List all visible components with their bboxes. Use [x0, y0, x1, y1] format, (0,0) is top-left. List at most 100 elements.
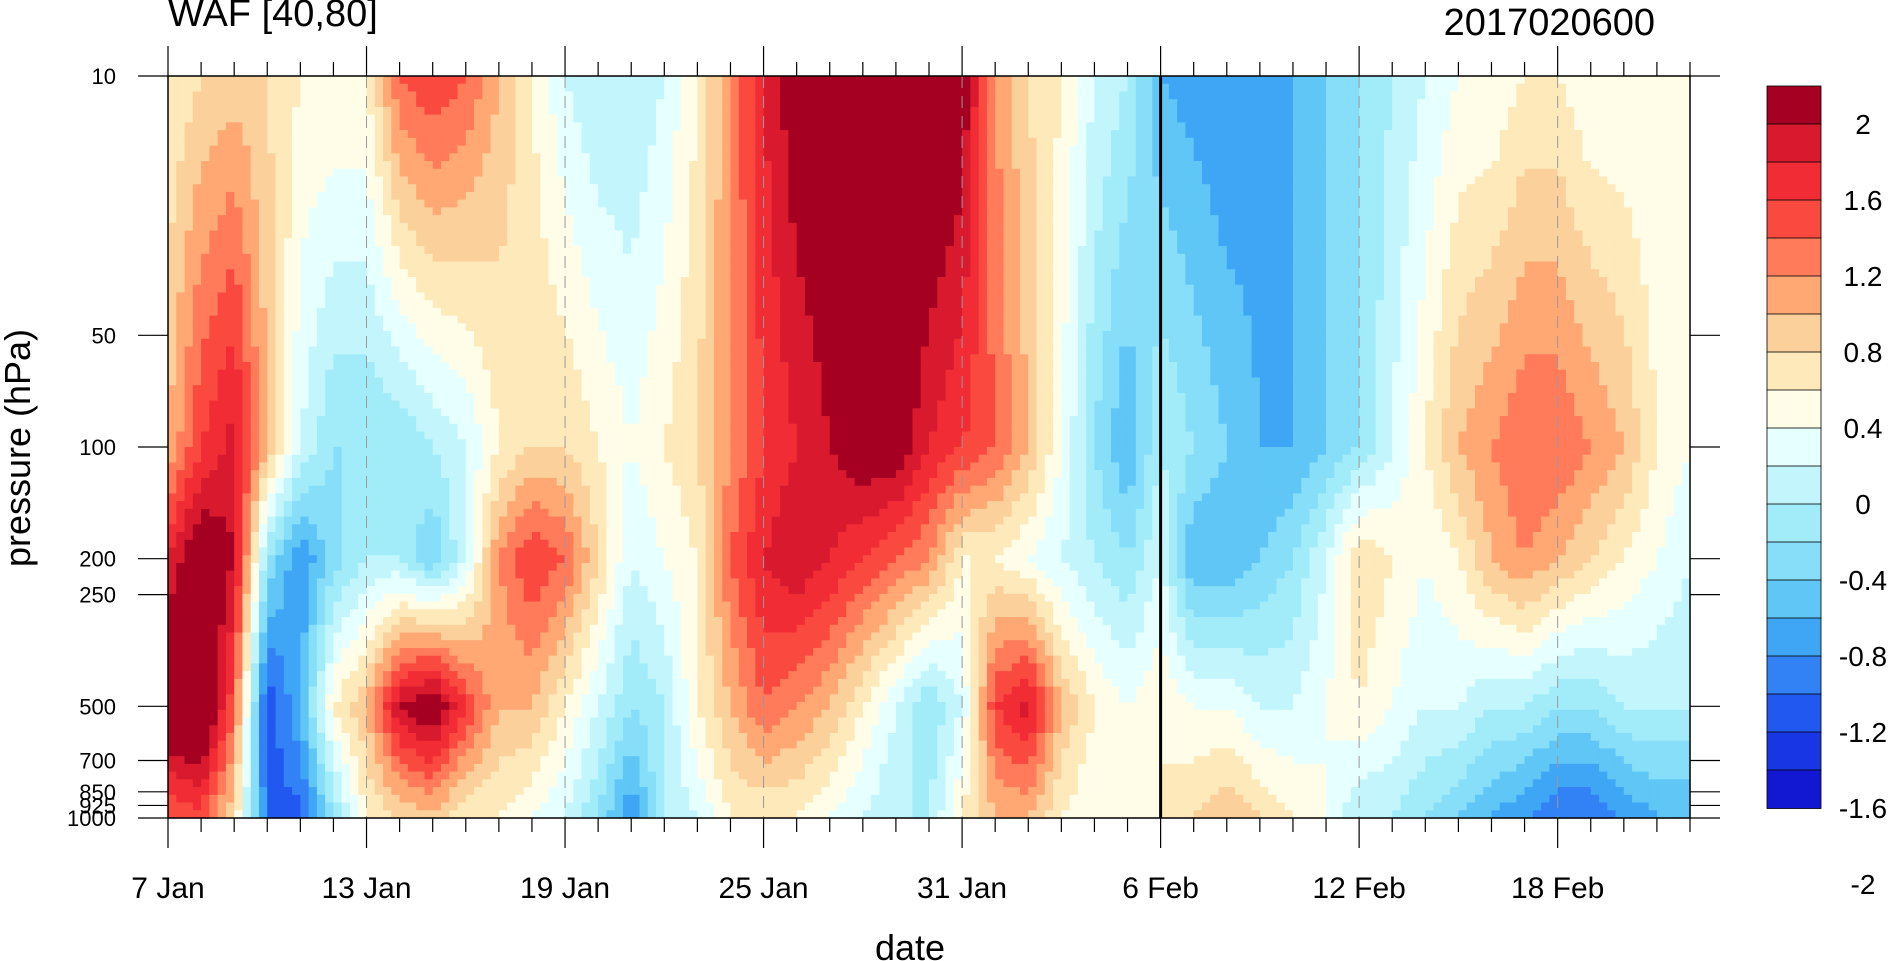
field-cell [796, 261, 806, 270]
field-cell [1309, 246, 1319, 255]
field-cell [631, 246, 641, 255]
field-cell [1417, 153, 1426, 162]
field-cell [1110, 168, 1120, 178]
field-cell [1077, 168, 1087, 178]
field-cell [1210, 253, 1220, 263]
field-cell [374, 199, 384, 208]
field-cell [1110, 261, 1120, 270]
field-cell [895, 184, 905, 193]
field-cell [1375, 207, 1385, 216]
field-cell [986, 122, 996, 131]
field-cell [1590, 246, 1600, 255]
field-cell [201, 76, 210, 85]
field-cell [887, 168, 897, 178]
field-cell [1251, 261, 1261, 270]
field-cell [416, 207, 426, 216]
field-cell [349, 269, 359, 278]
field-cell [1135, 122, 1145, 131]
field-cell [581, 261, 591, 270]
field-cell [1342, 83, 1352, 93]
field-cell [242, 91, 252, 100]
field-cell [242, 176, 252, 185]
field-cell [763, 261, 773, 270]
field-cell [995, 114, 1005, 123]
field-cell [1474, 161, 1484, 170]
field-cell [1615, 168, 1625, 178]
field-cell [879, 222, 889, 232]
field-cell [1681, 153, 1691, 162]
field-cell [1623, 83, 1633, 93]
field-cell [490, 269, 500, 278]
field-cell [1483, 230, 1493, 239]
field-cell [995, 207, 1005, 216]
field-cell [1541, 215, 1550, 224]
field-cell [1019, 207, 1029, 216]
field-cell [1359, 99, 1368, 108]
field-cell [713, 114, 723, 123]
field-cell [1119, 122, 1129, 131]
field-cell [697, 230, 707, 239]
field-cell [970, 161, 980, 170]
field-cell [581, 276, 591, 286]
field-cell [1640, 276, 1650, 286]
field-cell [664, 83, 674, 93]
field-cell [763, 253, 773, 263]
field-cell [846, 122, 856, 131]
field-cell [1623, 215, 1633, 224]
field-cell [1383, 106, 1393, 116]
field-cell [1011, 122, 1021, 131]
field-cell [1574, 207, 1584, 216]
field-cell [1632, 83, 1641, 93]
field-cell [755, 184, 765, 193]
field-cell [407, 284, 417, 294]
field-cell [1532, 230, 1542, 239]
field-cell [1632, 269, 1641, 278]
field-cell [168, 261, 177, 270]
field-cell [1532, 246, 1542, 255]
field-cell [1590, 215, 1600, 224]
field-cell [962, 230, 971, 239]
field-cell [895, 76, 905, 85]
field-cell [1177, 176, 1187, 185]
field-cell [1193, 246, 1203, 255]
field-cell [374, 99, 384, 108]
field-cell [275, 276, 285, 286]
field-cell [713, 276, 723, 286]
field-cell [664, 261, 674, 270]
field-cell [747, 130, 756, 139]
field-cell [722, 83, 732, 93]
field-cell [953, 83, 963, 93]
field-cell [730, 168, 740, 178]
field-cell [838, 199, 847, 208]
field-cell [647, 99, 657, 108]
field-cell [1408, 191, 1418, 201]
field-cell [1268, 269, 1278, 278]
field-cell [1086, 99, 1096, 108]
field-cell [1119, 153, 1129, 162]
field-cell [209, 261, 219, 270]
field-cell [358, 161, 368, 170]
field-cell [895, 246, 905, 255]
field-cell [1292, 207, 1302, 216]
field-cell [656, 222, 665, 232]
field-cell [1474, 261, 1484, 270]
field-cell [821, 91, 831, 100]
field-cell [1623, 261, 1633, 270]
field-cell [1607, 199, 1617, 208]
field-cell [945, 276, 955, 286]
field-cell [796, 176, 806, 185]
field-cell [1144, 199, 1153, 208]
field-cell [747, 238, 756, 247]
field-cell [639, 199, 649, 208]
field-cell [1367, 238, 1377, 247]
field-cell [1408, 145, 1418, 154]
field-cell [1036, 222, 1046, 232]
field-cell [1044, 215, 1054, 224]
field-cell [573, 76, 583, 85]
field-cell [1127, 122, 1137, 131]
field-cell [1259, 238, 1269, 247]
field-cell [283, 83, 293, 93]
field-cell [1342, 238, 1352, 247]
field-cell [192, 83, 202, 93]
field-cell [440, 253, 450, 263]
